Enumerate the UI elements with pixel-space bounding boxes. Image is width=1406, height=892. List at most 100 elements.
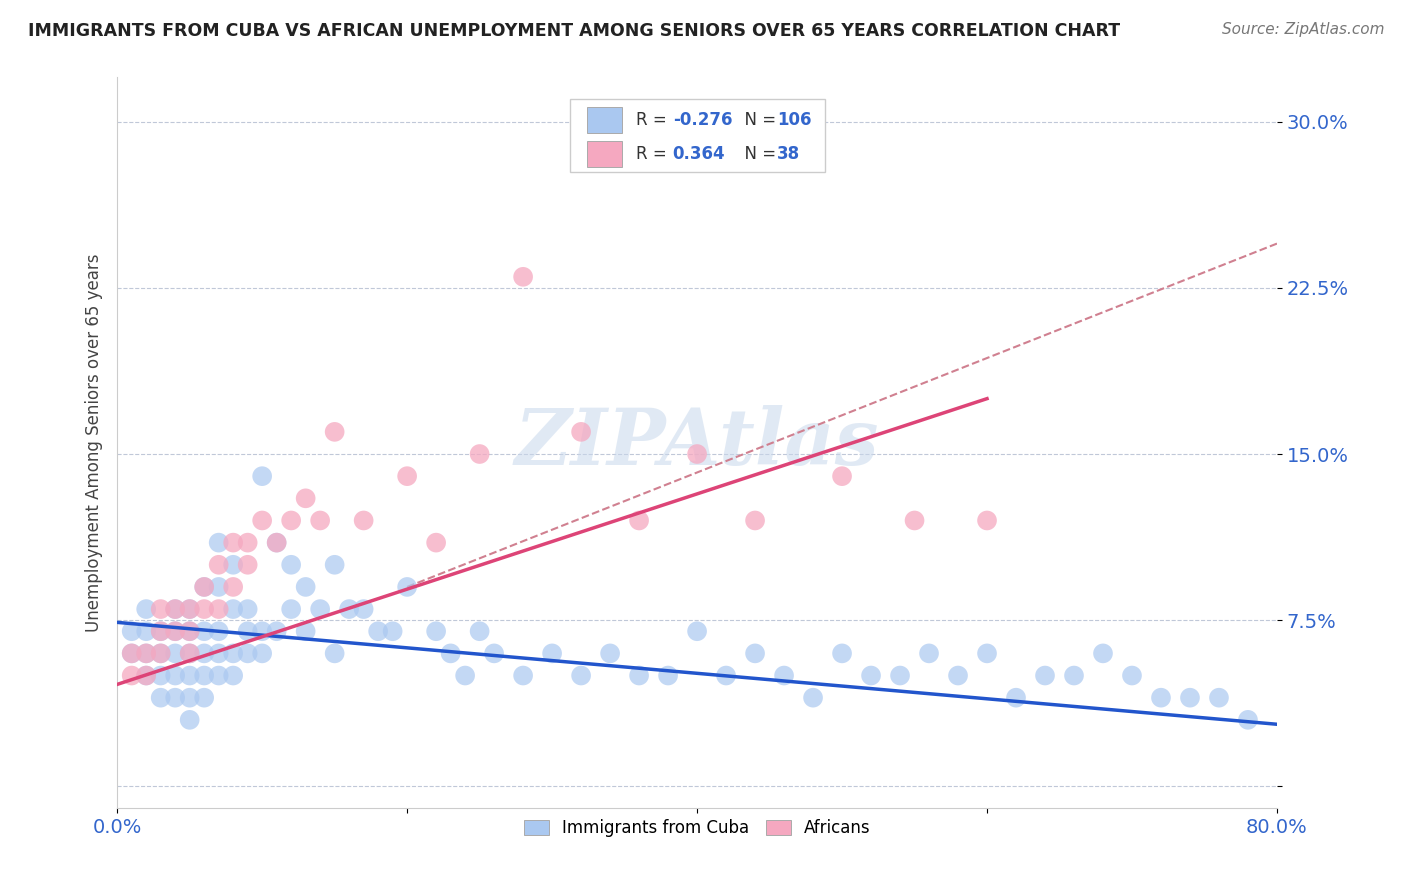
Point xyxy=(657,668,679,682)
Point xyxy=(236,558,259,572)
Point xyxy=(569,425,592,439)
Point xyxy=(208,668,231,682)
Point xyxy=(193,580,215,594)
Point xyxy=(323,558,346,572)
Point xyxy=(135,668,157,682)
Y-axis label: Unemployment Among Seniors over 65 years: Unemployment Among Seniors over 65 years xyxy=(86,253,103,632)
Point xyxy=(337,602,360,616)
Point xyxy=(179,646,201,660)
Point xyxy=(569,668,592,682)
Point xyxy=(353,602,375,616)
Point xyxy=(976,646,998,660)
Point xyxy=(149,624,172,639)
Point xyxy=(309,513,332,527)
Point xyxy=(250,513,273,527)
Text: 0.364: 0.364 xyxy=(672,145,725,163)
Point xyxy=(454,668,477,682)
Point xyxy=(121,646,143,660)
Point xyxy=(179,646,201,660)
Point xyxy=(236,535,259,549)
Point xyxy=(149,646,172,660)
Point xyxy=(165,668,187,682)
Point xyxy=(236,624,259,639)
Legend: Immigrants from Cuba, Africans: Immigrants from Cuba, Africans xyxy=(517,813,877,844)
Point xyxy=(918,646,941,660)
Point xyxy=(222,558,245,572)
Point xyxy=(165,690,187,705)
Text: -0.276: -0.276 xyxy=(672,111,733,128)
Point xyxy=(193,690,215,705)
Text: R =: R = xyxy=(636,111,672,128)
Text: N =: N = xyxy=(734,111,782,128)
Point xyxy=(208,602,231,616)
Point xyxy=(266,535,288,549)
Point xyxy=(773,668,796,682)
Point xyxy=(149,602,172,616)
Text: 38: 38 xyxy=(778,145,800,163)
Point xyxy=(381,624,404,639)
Point xyxy=(801,690,824,705)
Point xyxy=(903,513,925,527)
Point xyxy=(1237,713,1260,727)
Text: Source: ZipAtlas.com: Source: ZipAtlas.com xyxy=(1222,22,1385,37)
Point xyxy=(294,491,316,506)
Point xyxy=(541,646,564,660)
Text: ZIPAtlas: ZIPAtlas xyxy=(515,405,879,481)
Point xyxy=(208,535,231,549)
Point xyxy=(294,624,316,639)
Point xyxy=(323,425,346,439)
Point xyxy=(440,646,463,660)
Point xyxy=(208,646,231,660)
Point xyxy=(193,624,215,639)
Point xyxy=(744,513,766,527)
Point xyxy=(628,668,651,682)
Point xyxy=(280,513,302,527)
Point xyxy=(976,513,998,527)
Text: IMMIGRANTS FROM CUBA VS AFRICAN UNEMPLOYMENT AMONG SENIORS OVER 65 YEARS CORRELA: IMMIGRANTS FROM CUBA VS AFRICAN UNEMPLOY… xyxy=(28,22,1121,40)
Point xyxy=(280,602,302,616)
Point xyxy=(121,668,143,682)
Point xyxy=(468,447,491,461)
Point xyxy=(686,447,709,461)
Bar xyxy=(569,99,825,172)
Point xyxy=(250,624,273,639)
Point xyxy=(1208,690,1230,705)
Point xyxy=(294,580,316,594)
Point xyxy=(149,646,172,660)
Text: 106: 106 xyxy=(778,111,811,128)
Point xyxy=(208,558,231,572)
Point xyxy=(396,469,419,483)
Point xyxy=(222,580,245,594)
Point xyxy=(193,602,215,616)
Text: N =: N = xyxy=(734,145,782,163)
Point xyxy=(831,646,853,660)
Point xyxy=(266,624,288,639)
Point xyxy=(179,624,201,639)
Point xyxy=(193,646,215,660)
Point xyxy=(250,469,273,483)
Point xyxy=(1063,668,1085,682)
Point xyxy=(831,469,853,483)
Point xyxy=(396,580,419,594)
Point xyxy=(628,513,651,527)
Point xyxy=(149,690,172,705)
Point xyxy=(179,690,201,705)
Point xyxy=(135,646,157,660)
Point xyxy=(425,535,447,549)
Point xyxy=(179,668,201,682)
Point xyxy=(179,602,201,616)
Point xyxy=(222,646,245,660)
Text: R =: R = xyxy=(636,145,672,163)
Bar xyxy=(586,142,621,167)
Point xyxy=(149,668,172,682)
Point xyxy=(165,602,187,616)
Point xyxy=(599,646,621,660)
Point xyxy=(135,624,157,639)
Point xyxy=(512,269,534,284)
Point xyxy=(135,646,157,660)
Point xyxy=(686,624,709,639)
Point xyxy=(165,624,187,639)
Point xyxy=(512,668,534,682)
Point xyxy=(165,624,187,639)
Point xyxy=(165,602,187,616)
